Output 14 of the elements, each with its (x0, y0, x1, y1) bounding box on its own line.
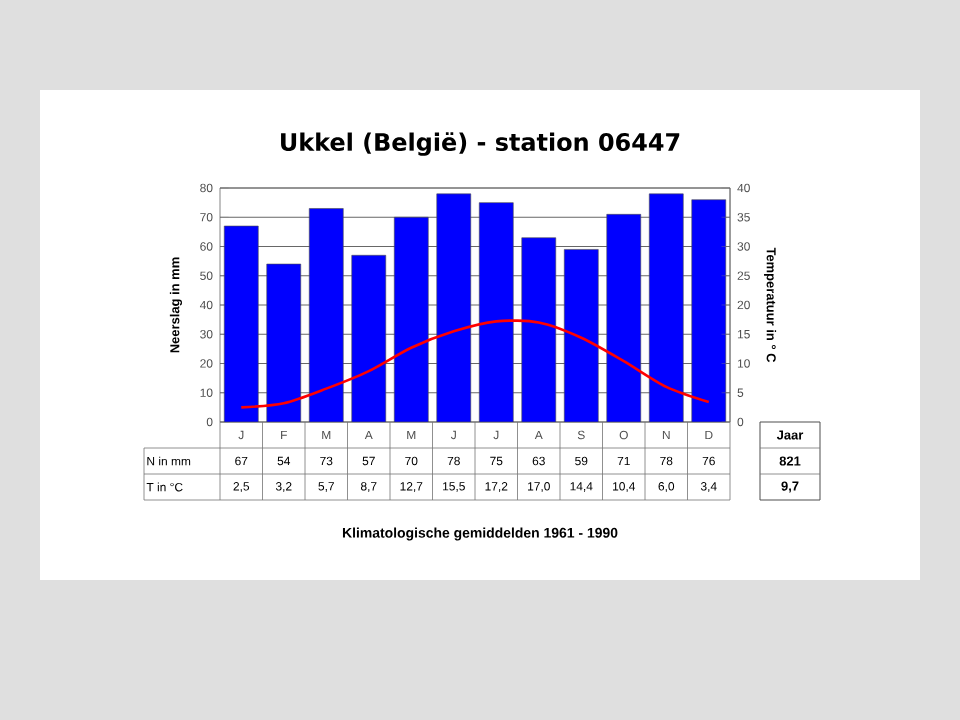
bar (649, 193, 684, 422)
bar (606, 214, 641, 422)
bar (436, 193, 471, 422)
bar (479, 202, 514, 422)
line-series (239, 319, 711, 409)
bar (309, 208, 344, 422)
bar (266, 264, 301, 422)
bar (521, 237, 556, 422)
bar (224, 226, 259, 422)
bar (351, 255, 386, 422)
bar (691, 199, 727, 422)
bar (564, 249, 599, 422)
bar (394, 217, 429, 422)
chart-title: Ukkel (België) - station 06447 (281, 132, 680, 156)
